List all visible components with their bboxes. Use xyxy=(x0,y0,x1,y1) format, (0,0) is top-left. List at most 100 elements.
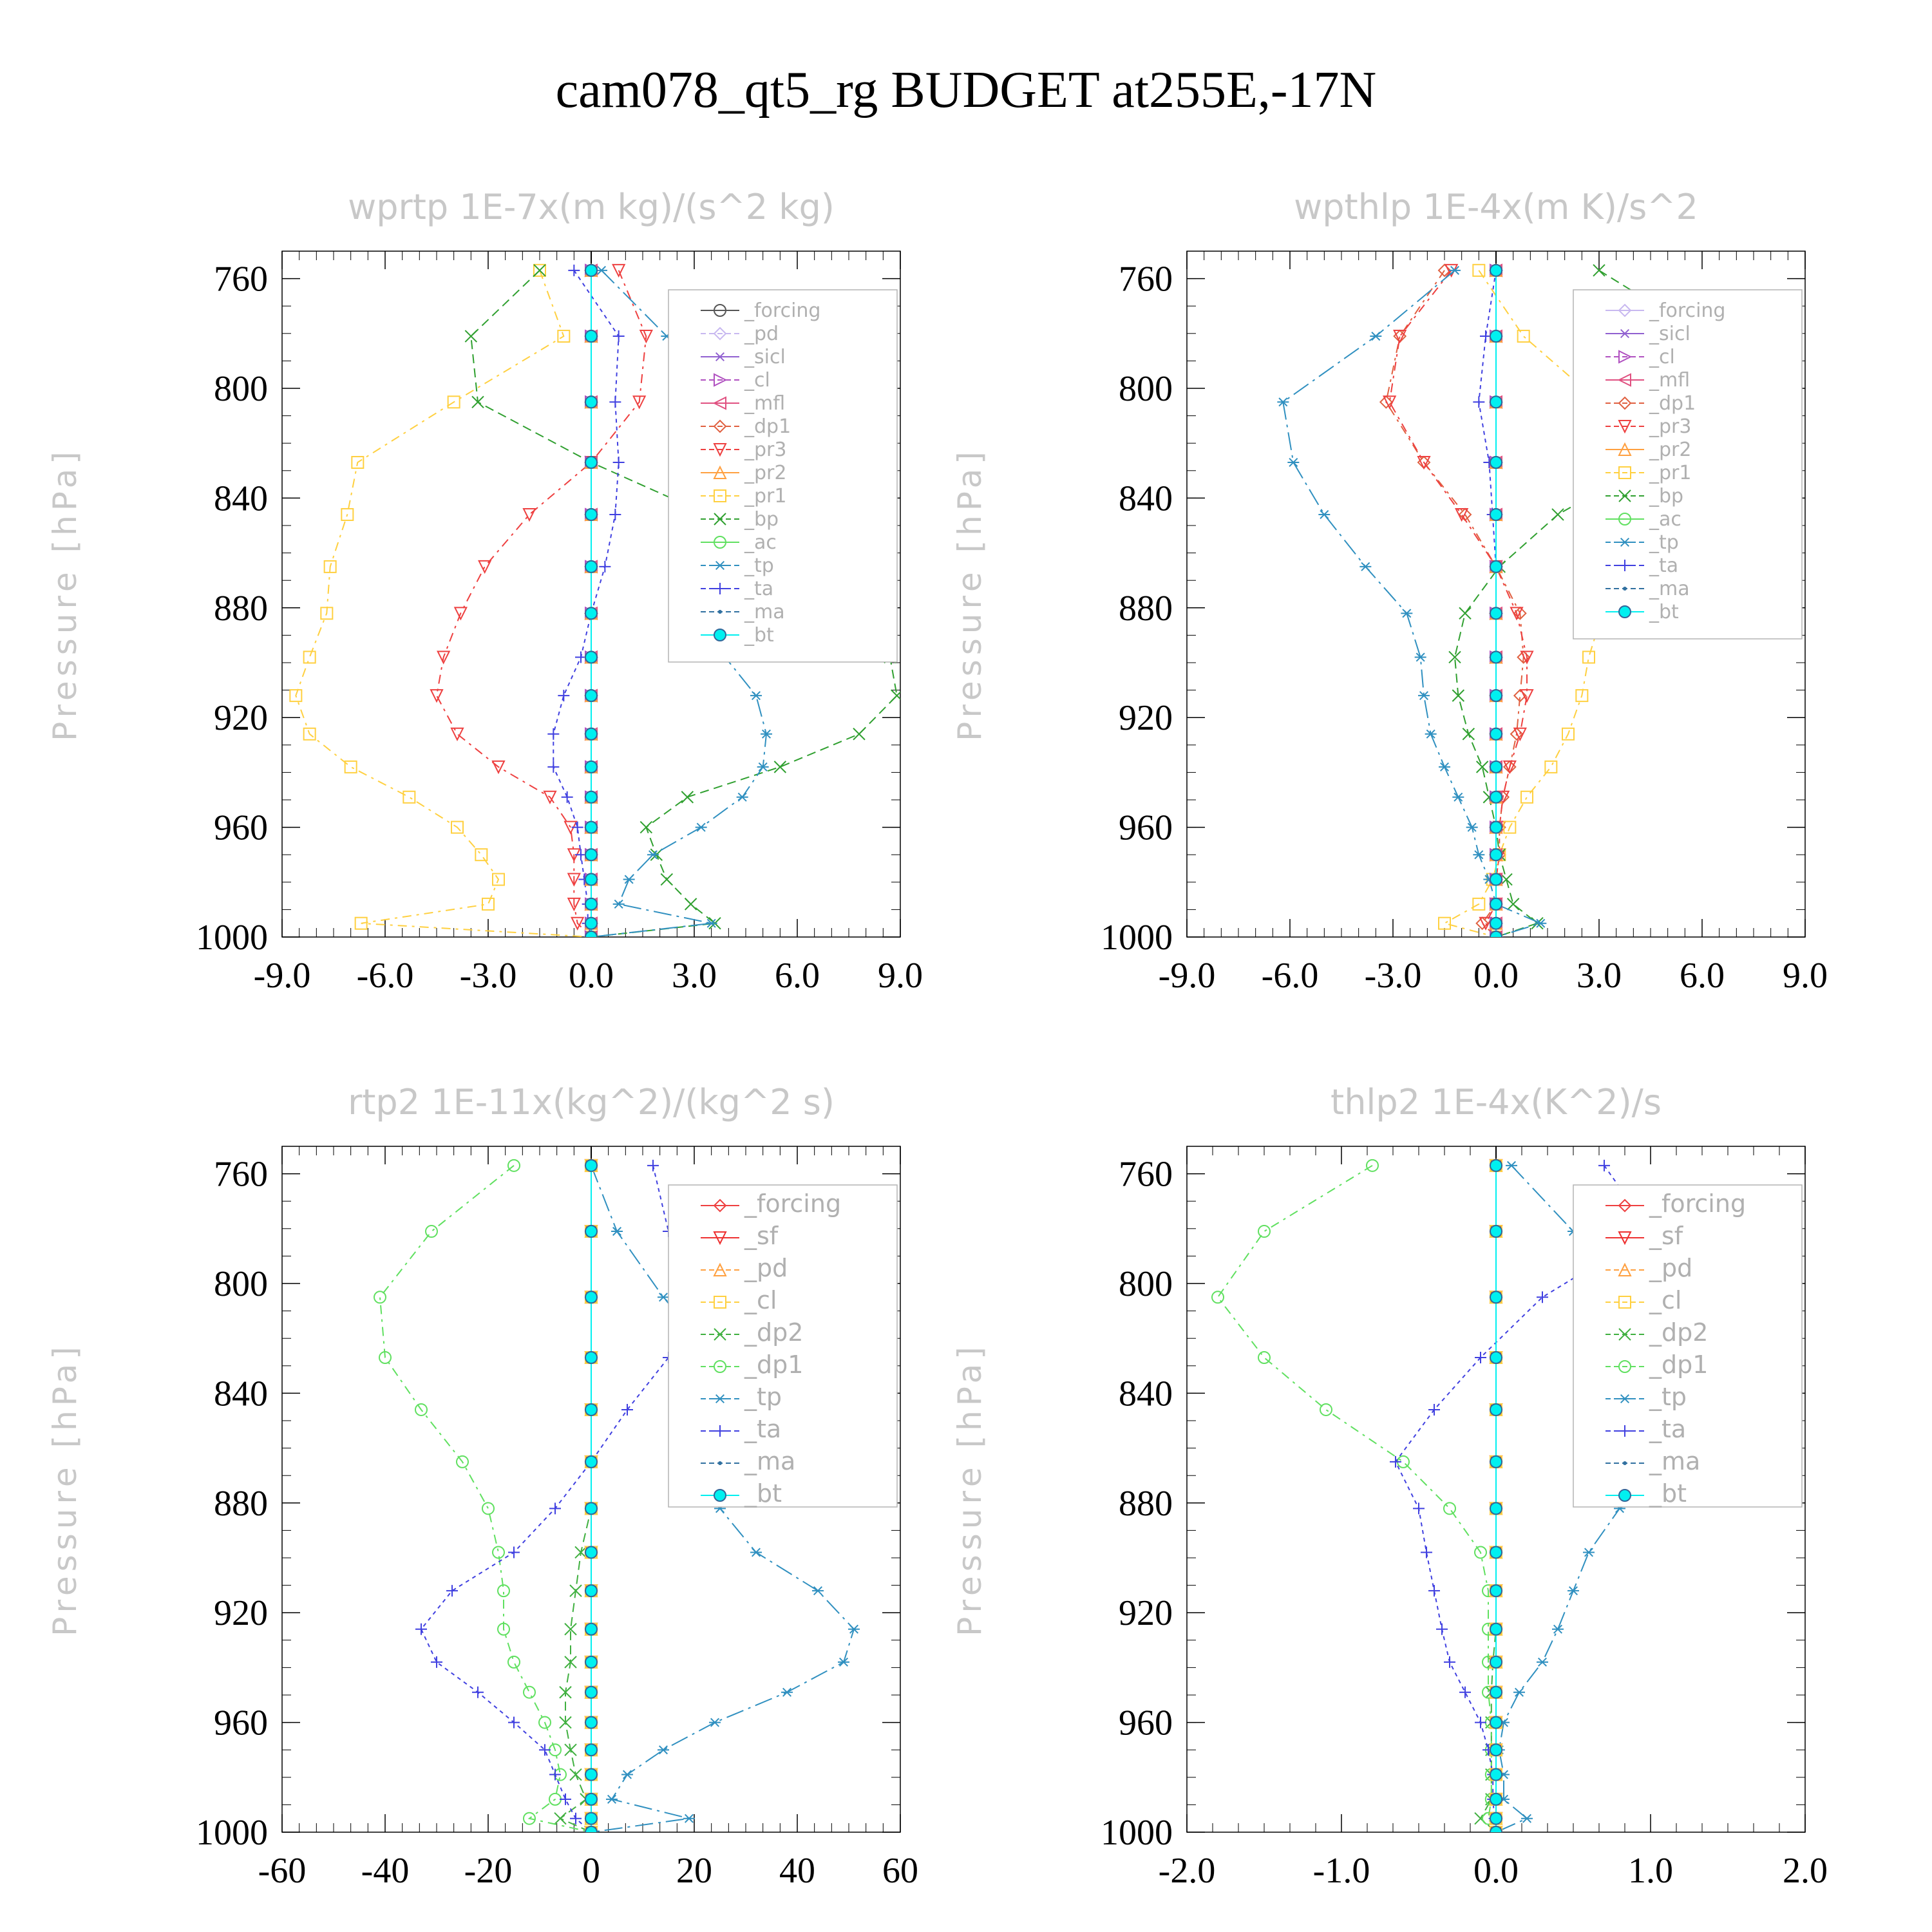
series-tp-point xyxy=(838,1657,849,1667)
series-tp-point xyxy=(1359,562,1372,571)
series-pr1-point xyxy=(447,395,460,409)
legend-label: _bt xyxy=(1649,1479,1687,1508)
y-tick-label: 920 xyxy=(1119,698,1173,738)
legend-swatch-marker xyxy=(714,629,726,641)
x-tick-label: 1.0 xyxy=(1628,1851,1673,1891)
series-ta-point xyxy=(1475,1352,1486,1364)
series-pr3-point xyxy=(1417,456,1431,470)
legend-label: _sf xyxy=(1649,1222,1684,1250)
y-tick-label: 760 xyxy=(1119,260,1173,299)
legend-swatch-marker xyxy=(1618,1262,1632,1276)
series-ta-point xyxy=(571,821,583,833)
series-pr3-point xyxy=(567,873,581,887)
y-tick-label: 960 xyxy=(214,808,268,848)
series-dp1-point xyxy=(1437,263,1452,278)
legend-box xyxy=(668,1184,898,1508)
legend-swatch-marker xyxy=(1623,1461,1627,1465)
series-dp2-point xyxy=(564,1743,577,1756)
legend-label: _tp xyxy=(744,554,774,577)
series-tp-point xyxy=(705,918,717,928)
series-tp-point xyxy=(1537,1657,1548,1667)
legend-box xyxy=(1573,289,1803,639)
legend-swatch-marker xyxy=(1618,1328,1631,1341)
series-bt-point xyxy=(1490,1743,1502,1757)
series-dp1-point xyxy=(379,1351,392,1365)
series-bp-point xyxy=(464,330,478,343)
series-dp1-point xyxy=(497,1584,510,1598)
series-ta-point xyxy=(415,1623,427,1635)
series-pr1-point xyxy=(533,263,546,277)
series-dp1-point xyxy=(538,1716,551,1729)
series-tp-point xyxy=(606,1794,618,1804)
legend-swatch-marker xyxy=(714,352,726,362)
series-bt-point xyxy=(585,897,598,911)
series-pr3-point xyxy=(1479,916,1493,931)
series-ta-point xyxy=(547,761,560,773)
series-tp-point xyxy=(757,762,769,772)
legend-swatch-marker xyxy=(714,1489,726,1502)
series-ta-point xyxy=(621,1403,633,1416)
y-tick-label: 920 xyxy=(1119,1593,1173,1633)
series-bt-point xyxy=(585,1812,598,1825)
series-bp-point xyxy=(1506,898,1520,911)
legend-label: _forcing xyxy=(1649,299,1725,322)
x-tick-label: -20 xyxy=(464,1851,513,1891)
series-bt-point xyxy=(585,1546,598,1559)
series-pr3-point xyxy=(571,916,585,931)
series-ta-point xyxy=(612,457,625,469)
y-tick-label: 920 xyxy=(214,698,268,738)
y-tick-label: 840 xyxy=(1119,1374,1173,1414)
series-pr1-point xyxy=(557,330,571,343)
legend-label: _pr3 xyxy=(744,439,786,461)
y-axis-label: Pressure [hPa] xyxy=(46,447,84,741)
legend-label: _sicl xyxy=(1649,323,1690,345)
series-group xyxy=(289,263,900,937)
series-bt-point xyxy=(1490,790,1502,804)
series-ta-point xyxy=(539,1744,551,1756)
series-bt-point xyxy=(585,873,598,886)
series-bp-point xyxy=(681,791,694,804)
series-bt-point xyxy=(585,1455,598,1468)
series-bp-point xyxy=(471,395,484,409)
series-bt-point xyxy=(585,727,598,741)
legend-label: _tp xyxy=(1649,1383,1687,1411)
legend-swatch-marker xyxy=(713,1262,727,1276)
series-pr3-point xyxy=(450,727,464,741)
legend-swatch-marker xyxy=(1618,303,1632,317)
legend-label: _ta xyxy=(744,578,773,600)
series-ta-point xyxy=(431,1656,442,1668)
series-pr3-point xyxy=(1513,727,1527,741)
series-bt-point xyxy=(585,790,598,804)
series-pr1-point xyxy=(1472,897,1486,911)
legend-label: _pr2 xyxy=(1649,439,1691,461)
series-pr1-line xyxy=(295,270,592,937)
legend-label: _pd xyxy=(744,323,779,345)
legend-box xyxy=(668,289,898,663)
x-tick-label: -9.0 xyxy=(254,956,311,996)
series-bp-point xyxy=(1452,689,1465,702)
legend-swatch-marker xyxy=(714,304,726,317)
series-dp1-point xyxy=(425,1225,438,1238)
series-bt-point xyxy=(1490,1291,1502,1304)
series-tp-point xyxy=(1370,332,1382,341)
series-bt-point xyxy=(1490,848,1502,862)
x-tick-label: -2.0 xyxy=(1159,1851,1216,1891)
series-tp-point xyxy=(1473,850,1485,860)
legend-label: _pr2 xyxy=(744,462,786,484)
y-tick-label: 960 xyxy=(214,1703,268,1743)
series-tp-point xyxy=(1414,652,1426,662)
series-pr3-point xyxy=(1383,395,1397,410)
legend-label: _pr3 xyxy=(1649,415,1691,438)
legend-label: _bt xyxy=(744,624,774,647)
series-pr1-point xyxy=(1503,820,1517,834)
series-dp2-line xyxy=(1479,1165,1497,1832)
series-bp-point xyxy=(533,264,546,277)
legend-label: _pd xyxy=(1649,1254,1692,1282)
legend-label: _sf xyxy=(744,1222,779,1250)
legend-swatch-marker xyxy=(1618,605,1631,618)
legend-swatch-marker xyxy=(714,1360,726,1373)
series-pr3-point xyxy=(478,560,492,574)
series-bt-point xyxy=(585,1584,598,1598)
series-bt-point xyxy=(585,1655,598,1669)
series-dp1-point xyxy=(415,1403,428,1416)
